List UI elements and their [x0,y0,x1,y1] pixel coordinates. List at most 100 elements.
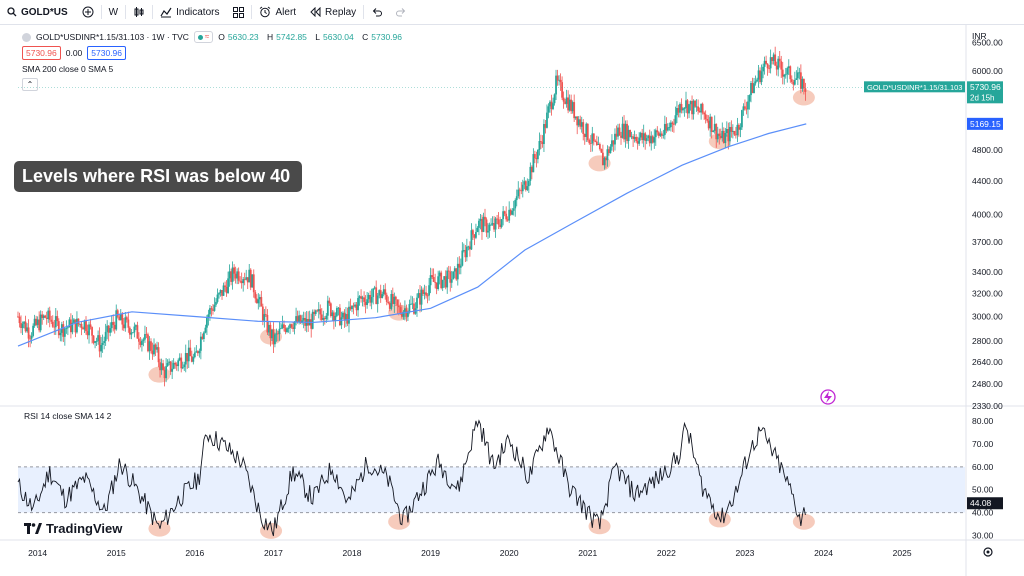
candle-body [731,130,734,132]
candle-body [63,328,66,337]
rsi-highlight-marker [148,520,171,537]
compare-button[interactable] [75,0,101,24]
candle-body [733,130,736,135]
replay-button[interactable]: Replay [303,0,363,24]
candle-body [272,329,275,345]
candle-body [725,129,728,134]
candle-body [89,324,92,328]
candle-body [423,292,426,294]
candle-body [650,136,653,144]
candle-body [482,216,485,232]
candle-body [763,60,766,67]
candle-body [555,75,557,95]
rsi-tick-label: 60.00 [972,462,994,472]
candle-body [198,350,201,354]
candle-body [485,219,488,233]
undo-button[interactable] [364,0,389,24]
buy-price-button[interactable]: 5730.96 [87,46,127,60]
candle-body [605,157,607,161]
layouts-button[interactable] [226,0,251,24]
candle-body [267,324,270,333]
candle-body [62,324,65,337]
candle-body [783,74,786,77]
candle-body [499,224,502,228]
legend-symbol[interactable]: GOLD*USDINR*1.15/31.103 · 1W · TVC [36,32,189,42]
candle-body [101,342,104,345]
last-price-value: 5730.96 [970,82,1001,92]
interval-label: W [108,6,119,18]
candle-body [230,271,232,282]
rsi-tick-label: 40.00 [972,508,994,518]
candle-body [138,338,140,342]
candle-body [588,140,591,144]
indicators-button[interactable]: Indicators [153,0,226,24]
candle-body [349,306,352,310]
symbol-legend-row: GOLD*USDINR*1.15/31.103 · 1W · TVC ≈ O 56… [22,31,408,43]
symbol-search[interactable]: GOLD*US [0,0,75,24]
candle-body [156,347,158,350]
candle-body [796,72,799,79]
last-price-tag [967,81,1003,104]
candle-body [125,317,128,320]
symbol-price-tag-label: GOLD*USDINR*1.15/31.103 [867,83,962,92]
candle-body [127,319,130,328]
candle-body [700,103,703,113]
candle-body [450,279,453,283]
candle-body [231,267,234,282]
candle-body [626,123,628,142]
price-tick-label: 6000.00 [972,66,1003,76]
alert-button[interactable]: Alert [252,0,303,24]
bid-ask-row: 5730.96 0.00 5730.96 [22,46,408,60]
candle-body [212,309,214,311]
time-tick-label: 2014 [28,548,47,558]
candle-body [734,134,737,136]
tradingview-logo[interactable]: TradingView [24,521,122,536]
candle-body [150,341,152,351]
high-label: H [267,32,274,42]
candle-body [512,208,515,211]
candle-body [642,133,645,141]
candle-body [426,295,429,297]
candle-body [623,123,625,140]
candle-body [765,60,768,64]
chart-type-button[interactable] [126,0,152,24]
redo-button[interactable] [389,0,414,24]
chart-legend: GOLD*USDINR*1.15/31.103 · 1W · TVC ≈ O 56… [22,31,408,94]
candle-body [724,133,727,144]
candle-body [193,352,196,358]
candle-body [91,327,93,336]
candle-body [69,319,72,333]
candle-body [506,219,509,221]
candle-body [502,211,505,220]
sma-legend-row[interactable]: SMA 200 close 0 SMA 5 [22,63,408,75]
sell-price-button[interactable]: 5730.96 [22,46,61,60]
rewind-icon [310,7,321,17]
candle-body [381,294,384,299]
rsi-legend[interactable]: RSI 14 close SMA 14 2 [24,411,112,421]
candle-body [390,293,393,309]
price-tick-label: 3400.00 [972,267,1003,277]
candle-body [597,144,600,145]
candle-body [419,293,421,305]
candle-body [527,180,530,187]
rsi-line [17,419,806,537]
candle-body [470,230,473,250]
candle-body [274,334,276,345]
candle-body [313,311,316,314]
interval-button[interactable]: W [102,0,125,24]
candle-body [391,293,394,305]
candle-body [400,312,403,317]
candle-body [656,130,659,133]
candle-body [757,70,760,80]
candle-body [546,112,548,128]
candle-body [174,362,177,365]
price-tick-label: 4000.00 [972,210,1003,220]
candle-body [660,133,663,136]
candle-body [201,336,204,340]
market-status-badge[interactable]: ≈ [193,31,214,43]
candle-body [540,141,542,142]
candle-body [535,157,538,160]
collapse-legend-button[interactable]: ⌃ [22,78,38,91]
candle-body [151,350,154,355]
